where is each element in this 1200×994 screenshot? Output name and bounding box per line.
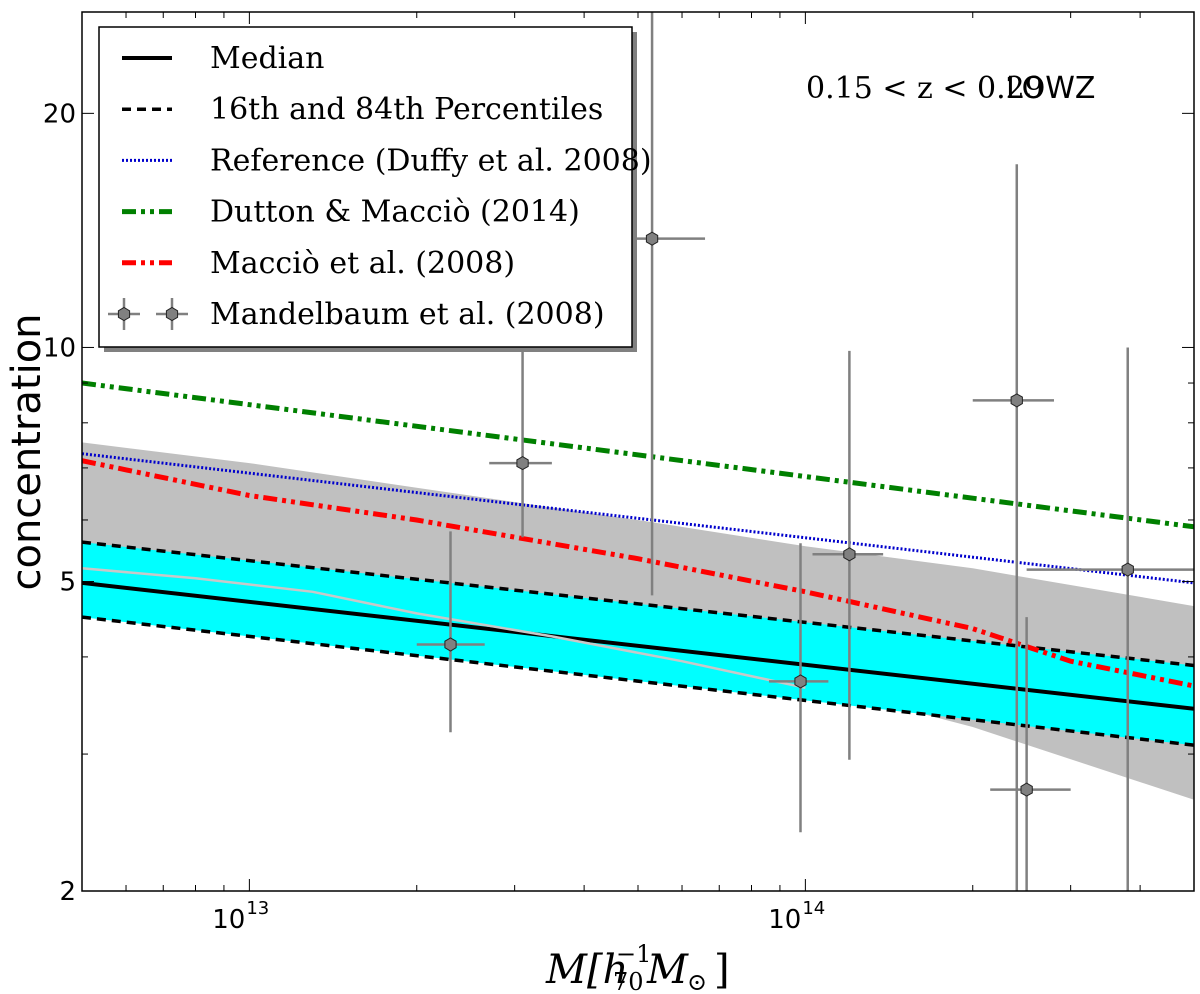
series-dutton-macci-2014 <box>82 380 1194 530</box>
x-tick-label: 10 <box>212 905 245 935</box>
annotation-sample: LOWZ <box>1006 71 1095 106</box>
legend-entry-median: Median <box>122 41 324 76</box>
x-tick-label-exponent: 14 <box>802 898 825 919</box>
legend-entry-mandelbaum-et-al-2008: Mandelbaum et al. (2008) <box>108 297 605 332</box>
legend-label: Macciò et al. (2008) <box>210 246 515 281</box>
legend-label: Dutton & Macciò (2014) <box>210 195 580 230</box>
series-macci-et-al-2008 <box>82 458 1194 689</box>
legend-label: 16th and 84th Percentiles <box>210 92 603 127</box>
mandelbaum-point-6 <box>972 164 1054 891</box>
legend-entry-dutton-macci-2014: Dutton & Macciò (2014) <box>122 195 580 230</box>
svg-text:M: M <box>646 947 689 993</box>
points-layer <box>416 12 1194 891</box>
z-range-annotation: 0.15 < z < 0.29 LOWZ <box>806 71 1095 106</box>
series-light-grey-median <box>82 567 806 690</box>
mandelbaum-point-5 <box>812 350 884 760</box>
y-tick-label: 2 <box>59 877 76 907</box>
legend-entry-16th-and-84th-percentiles: 16th and 84th Percentiles <box>122 92 603 127</box>
marker-hexagon <box>516 456 529 471</box>
marker-hexagon <box>1020 782 1033 797</box>
series-16th-and-84th-percentiles <box>82 540 1194 668</box>
mandelbaum-point-1 <box>416 531 485 733</box>
legend-label: Mandelbaum et al. (2008) <box>210 297 605 332</box>
y-axis-label: concentration <box>4 313 50 590</box>
legend-label: Median <box>210 41 324 76</box>
marker-hexagon <box>794 674 807 689</box>
svg-text:]: ] <box>714 947 730 993</box>
marker-hexagon <box>843 547 856 562</box>
series-16th-percentile <box>82 615 1194 747</box>
y-tick-label: 20 <box>43 99 76 129</box>
marker-hexagon <box>1010 393 1023 408</box>
mandelbaum-point-8 <box>1026 347 1194 891</box>
series-median <box>82 580 1194 711</box>
legend-label: Reference (Duffy et al. 2008) <box>210 143 652 178</box>
series-reference-duffy-et-al-2008 <box>82 452 1194 585</box>
mandelbaum-point-7 <box>990 617 1071 891</box>
svg-text:M[h: M[h <box>545 947 628 993</box>
legend: Median 16th and 84th Percentiles Reference… <box>98 26 652 352</box>
x-tick-label: 10 <box>768 905 801 935</box>
marker-hexagon <box>444 637 457 652</box>
lines-layer <box>82 380 1194 747</box>
x-axis-label: M[h 70 −1 M ⊙ ] <box>545 940 730 994</box>
legend-marker-hexagon <box>117 306 131 322</box>
legend-entry-macci-et-al-2008: Macciò et al. (2008) <box>122 246 515 281</box>
legend-entry-reference-duffy-et-al-2008: Reference (Duffy et al. 2008) <box>122 143 652 178</box>
legend-marker-hexagon <box>165 306 179 322</box>
annotation-math: 0.15 < z < 0.29 <box>806 71 1044 106</box>
y-tick-label: 10 <box>43 333 76 363</box>
svg-text:70: 70 <box>613 968 644 994</box>
marker-hexagon <box>645 231 659 246</box>
x-tick-label-exponent: 13 <box>246 898 269 919</box>
y-tick-label: 5 <box>59 568 76 598</box>
cyan-percentile-band <box>82 542 1194 746</box>
mandelbaum-point-4 <box>768 543 829 833</box>
mandelbaum-point-2 <box>489 347 552 538</box>
bands-layer <box>82 442 1194 800</box>
svg-text:−1: −1 <box>616 940 651 968</box>
marker-hexagon <box>1121 562 1134 577</box>
legend-box <box>98 26 633 348</box>
svg-text:⊙: ⊙ <box>687 968 707 994</box>
